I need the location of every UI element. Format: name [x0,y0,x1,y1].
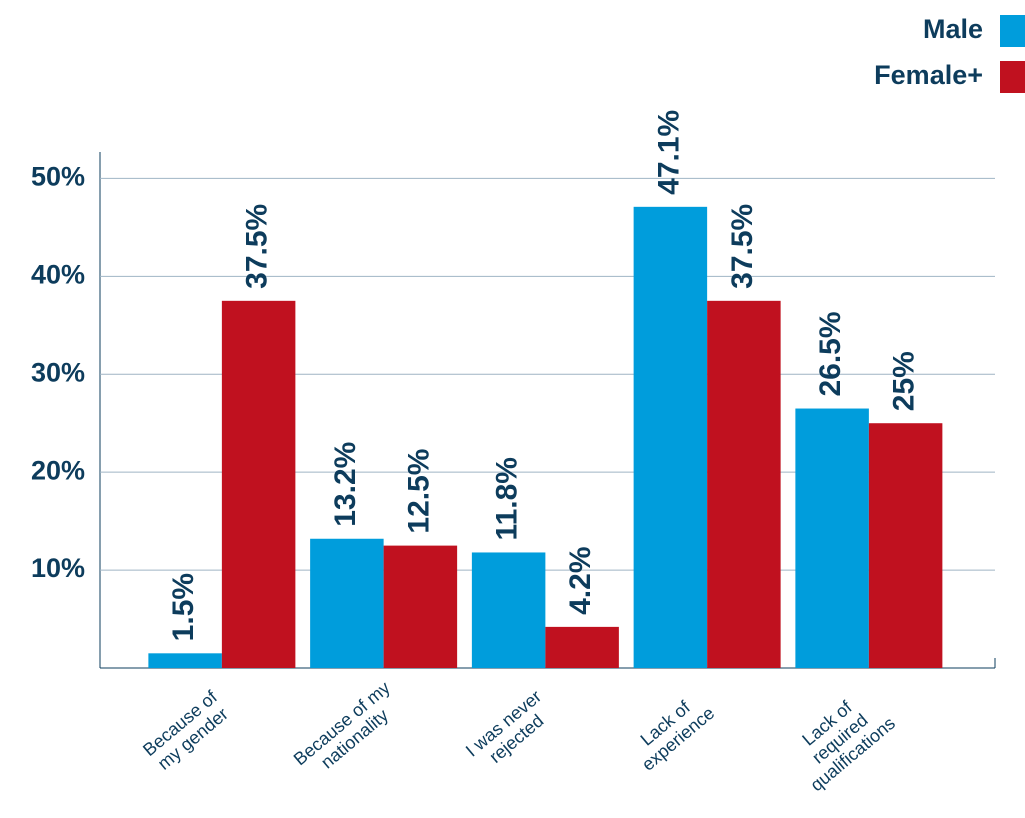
y-tick-label: 20% [31,455,85,485]
bar [148,653,222,668]
bar [310,538,384,668]
value-label: 47.1% [652,110,685,195]
value-label: 26.5% [814,311,847,396]
value-label: 11.8% [491,457,524,540]
x-tick-label-group: I was neverrejected [462,686,558,776]
x-tick-label: Lack ofrequiredqualifications [781,682,899,795]
bar [633,206,708,668]
x-tick-label: Because of mynationality [290,677,407,784]
y-tick-label: 10% [31,553,85,583]
bar [471,552,546,668]
value-label: 1.5% [167,573,200,641]
legend-swatch [1000,15,1025,47]
x-tick-label-group: Because of mynationality [290,677,407,784]
legend-label: Female+ [874,60,983,90]
value-label: 37.5% [726,204,759,289]
y-tick-label: 50% [31,162,85,192]
x-tick-label: Because ofmy gender [139,686,234,775]
bar [868,423,943,668]
value-label: 37.5% [241,204,274,289]
x-tick-label-group: Lack ofrequiredqualifications [781,682,899,795]
legend-label: Male [923,14,983,44]
x-tick-label-group: Because ofmy gender [139,686,234,775]
bar [707,300,781,668]
x-tick-label: I was neverrejected [462,686,558,776]
y-tick-label: 40% [31,259,85,289]
y-tick-label: 30% [31,357,85,387]
bar [795,408,869,668]
legend-swatch [1000,61,1025,93]
bar [545,626,619,668]
x-tick-label: Lack ofexperience [625,687,718,774]
value-label: 25% [888,351,921,411]
x-tick-label-group: Lack ofexperience [625,687,719,774]
bar [383,545,458,668]
value-label: 13.2% [329,442,362,527]
value-label: 12.5% [402,449,435,534]
value-label: 4.2% [564,546,597,614]
bar [221,300,296,668]
